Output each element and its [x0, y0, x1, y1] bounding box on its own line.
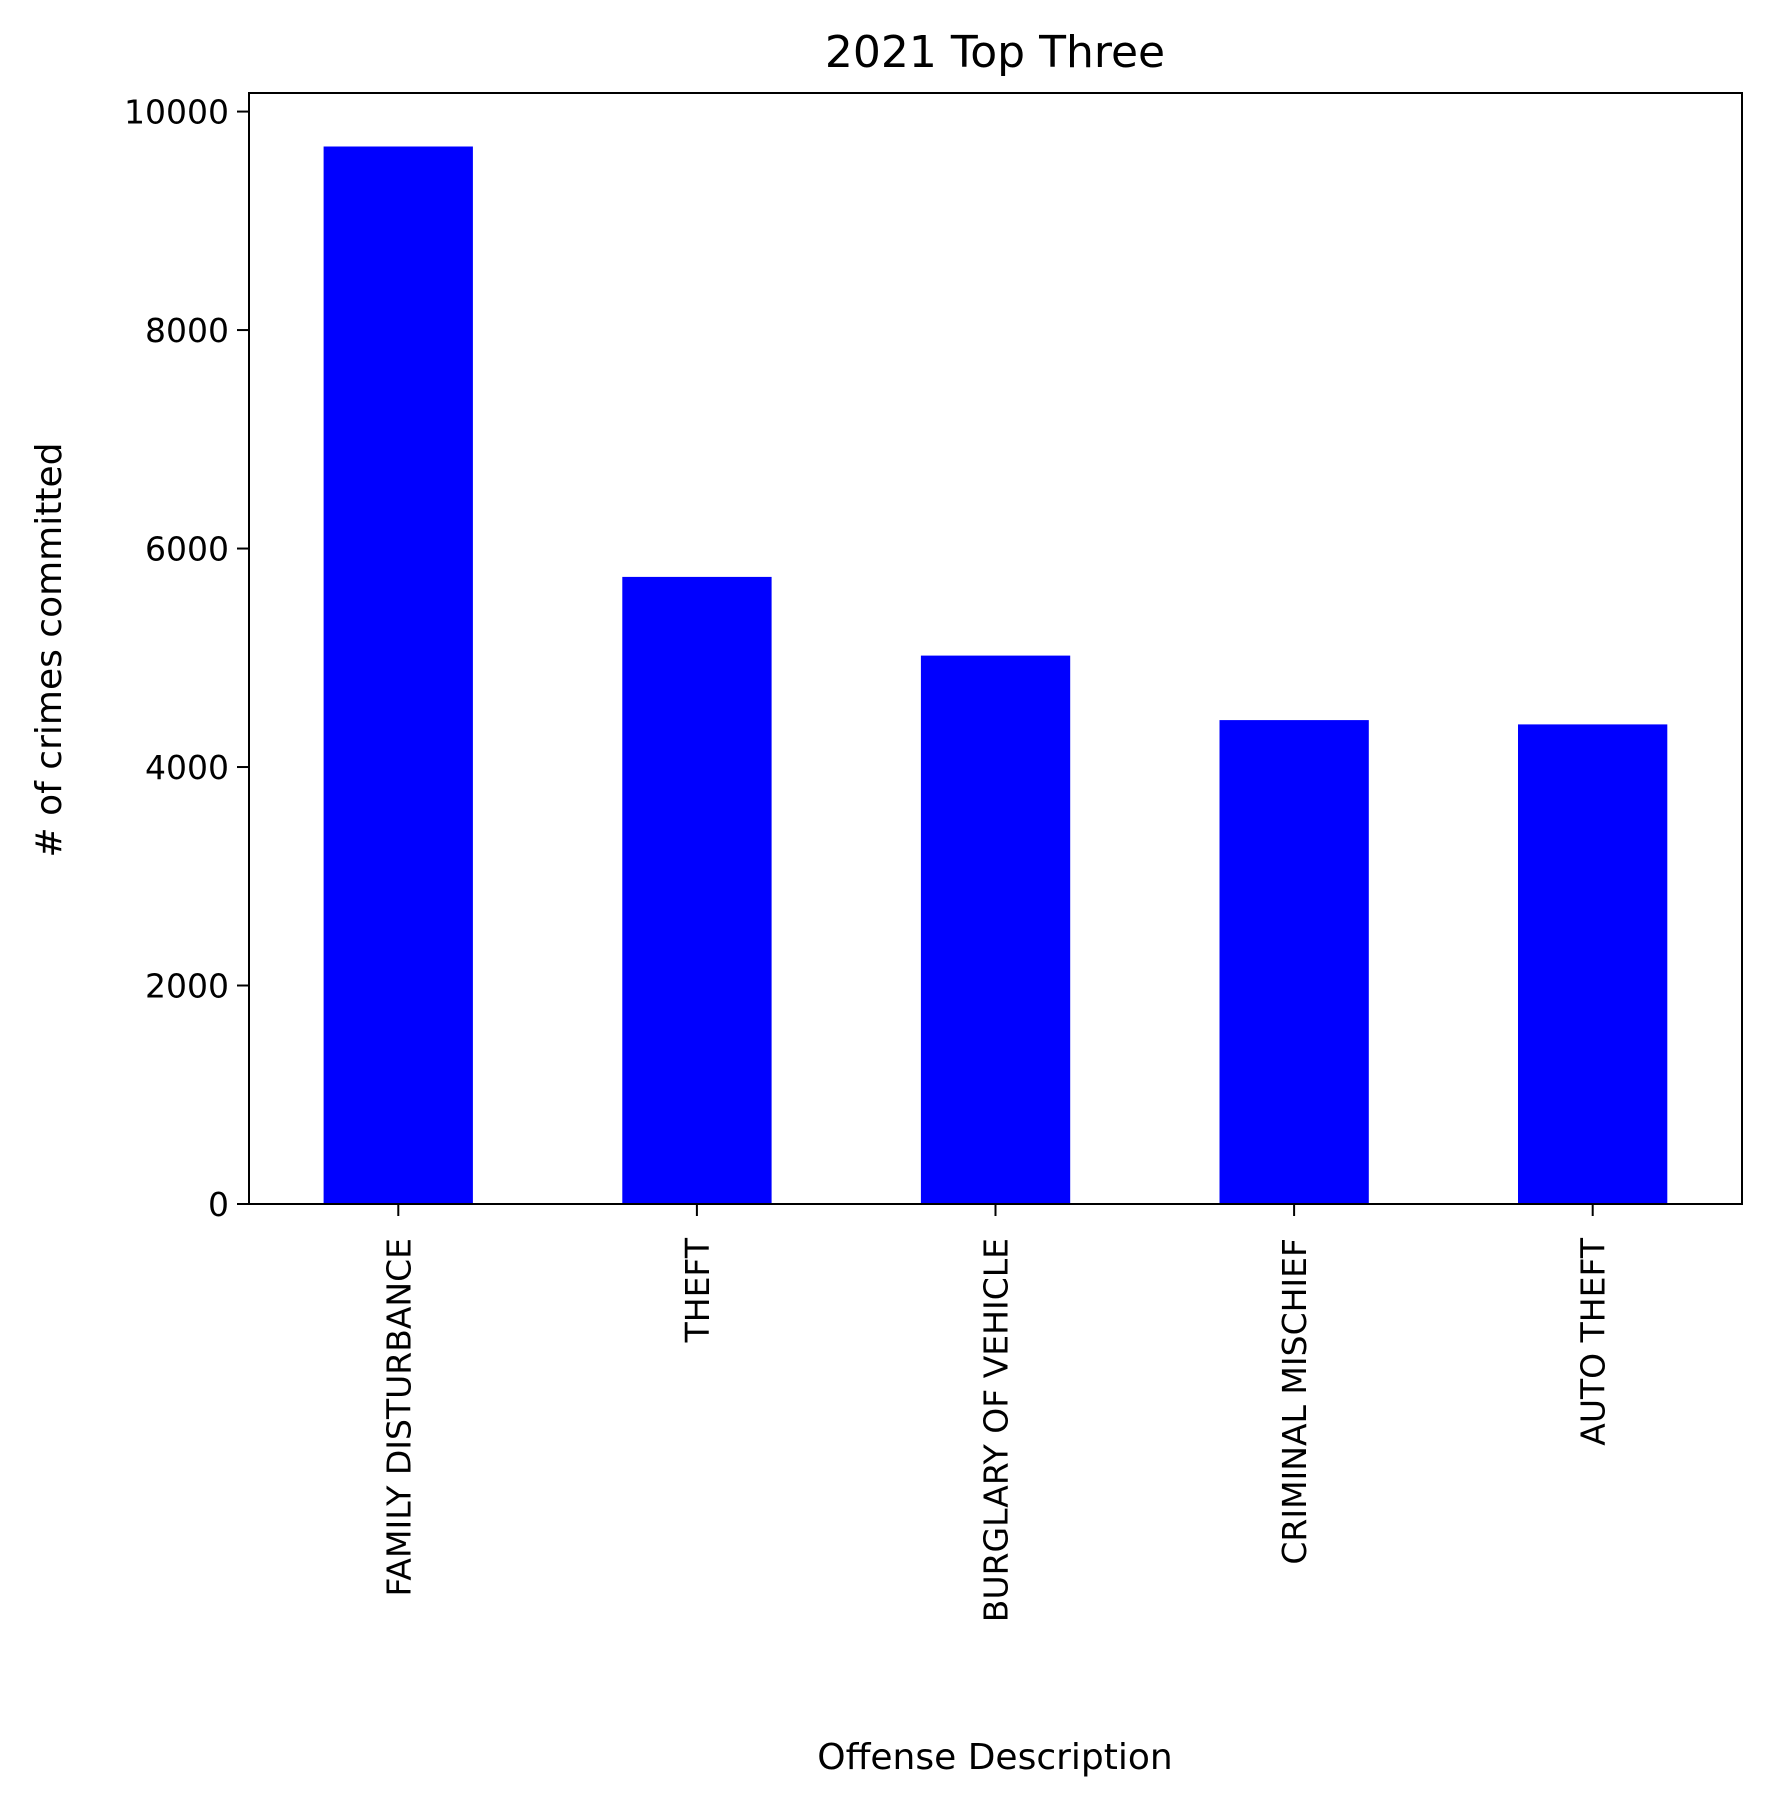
y-tick-label: 2000	[145, 967, 229, 1006]
bar	[323, 146, 473, 1204]
bar	[920, 655, 1071, 1204]
x-axis-ticks: FAMILY DISTURBANCE THEFT BURGLARY OF VEHIC…	[379, 1204, 1613, 1622]
x-axis-label: Offense Description	[817, 1737, 1172, 1778]
chart-title: 2021 Top Three	[825, 27, 1165, 78]
bar	[1219, 720, 1369, 1204]
y-tick-label: 0	[208, 1185, 229, 1224]
x-tick-label: BURGLARY OF VEHICLE	[977, 1238, 1016, 1622]
y-tick-label: 4000	[145, 748, 229, 787]
y-tick-label: 6000	[145, 530, 229, 569]
x-tick-label: THEFT	[678, 1237, 717, 1343]
y-tick-label: 8000	[145, 311, 229, 350]
bars-group	[323, 146, 1668, 1204]
bar	[622, 576, 772, 1204]
x-tick-label: FAMILY DISTURBANCE	[379, 1238, 418, 1597]
x-tick-label: AUTO THEFT	[1574, 1237, 1613, 1446]
y-axis-ticks: 0 2000 4000 6000 8000 10000	[124, 93, 249, 1224]
x-tick-label: CRIMINAL MISCHIEF	[1275, 1238, 1314, 1565]
y-axis-label: # of crimes committed	[29, 443, 70, 858]
y-tick-label: 10000	[124, 93, 229, 132]
bar	[1518, 724, 1668, 1204]
